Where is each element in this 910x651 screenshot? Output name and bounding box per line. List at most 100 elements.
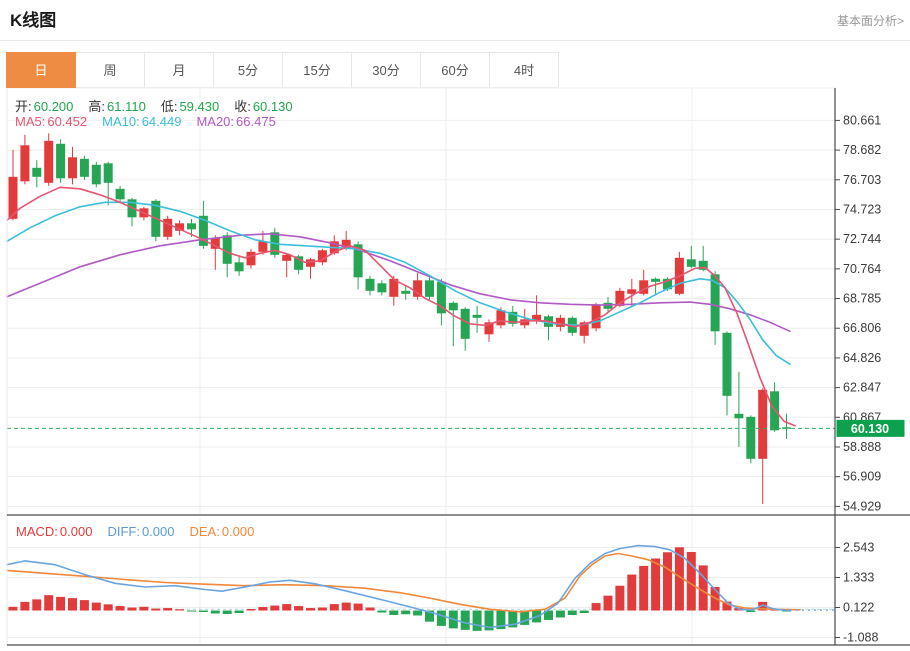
y-axis-label: -1.088 (843, 630, 878, 644)
y-axis-label: 62.847 (843, 381, 881, 395)
macd-hist-bar (627, 574, 637, 611)
candle-body (401, 290, 411, 294)
candle-body (627, 289, 637, 294)
legend-item: DIFF: 0.000 (107, 524, 175, 539)
candle-body (579, 322, 589, 336)
macd-hist-bar (508, 610, 518, 628)
macd-hist-bar (472, 610, 482, 631)
macd-hist-bar (246, 609, 256, 611)
y-axis-label: 1.333 (843, 570, 874, 584)
candle-body (377, 283, 387, 293)
candle-body (353, 244, 363, 278)
macd-hist-bar (91, 602, 101, 611)
candle-body (639, 280, 649, 294)
ma10-line (6, 201, 791, 366)
macd-hist-bar (460, 610, 470, 630)
macd-hist-bar (746, 610, 756, 613)
candle-body (710, 274, 720, 332)
macd-hist-bar (436, 610, 446, 626)
macd-hist-bar (56, 596, 66, 611)
candle-body (317, 250, 327, 263)
candle-body (44, 140, 54, 183)
tab-日[interactable]: 日 (6, 52, 76, 88)
macd-hist-bar (365, 607, 375, 611)
tab-30分[interactable]: 30分 (351, 52, 421, 88)
macd-hist-bar (544, 610, 553, 620)
tab-月[interactable]: 月 (144, 52, 214, 88)
y-axis-label: 78.682 (843, 143, 881, 157)
legend-item: MACD: 0.000 (16, 524, 93, 539)
candle-body (413, 280, 423, 297)
macd-hist-bar (115, 606, 125, 611)
candle-body (282, 254, 292, 261)
tab-5分[interactable]: 5分 (213, 52, 283, 88)
candle-body (615, 290, 625, 306)
macd-hist-bar (139, 606, 149, 611)
macd-hist-bar (44, 595, 54, 611)
dea-line (6, 552, 801, 613)
candle-body (425, 280, 434, 297)
macd-hist-bar (175, 609, 185, 611)
macd-hist-bar (234, 610, 244, 614)
y-axis-label: 66.806 (843, 321, 881, 335)
macd-hist-bar (20, 601, 30, 611)
y-axis-label: 54.929 (843, 499, 881, 513)
candle-body (222, 235, 232, 264)
interval-tabbar: 日周月 5分 15分 30分 60分 4时 (6, 52, 559, 88)
macd-hist-bar (520, 610, 530, 625)
macd-hist-bar (603, 595, 613, 611)
macd-hist-bar (674, 547, 684, 611)
y-axis-label: 76.703 (843, 173, 881, 187)
y-axis-label: 70.764 (843, 262, 881, 276)
ma20-line (6, 233, 791, 333)
macd-hist-bar (32, 599, 42, 611)
candle-body (472, 314, 482, 318)
candle-body (306, 259, 315, 267)
candle-body (520, 319, 530, 326)
candle-body (32, 167, 42, 177)
candle-body (484, 322, 494, 335)
candle-body (187, 223, 196, 230)
y-axis-label: 68.785 (843, 292, 881, 306)
macd-hist-bar (377, 610, 387, 613)
candle-body (91, 164, 101, 185)
macd-hist-bar (663, 552, 672, 611)
legend-item: DEA: 0.000 (189, 524, 255, 539)
macd-hist-bar (401, 610, 411, 615)
candle-body (103, 163, 113, 183)
candle-body (115, 188, 125, 200)
header-divider (0, 40, 910, 41)
y-axis-label: 0.122 (843, 601, 874, 615)
fundamental-analysis-link[interactable]: 基本面分析> (836, 14, 904, 28)
macd-hist-bar (698, 565, 708, 611)
y-axis-label: 56.909 (843, 470, 881, 484)
candle-body (532, 314, 542, 321)
legend-item: MA5: 60.452 (15, 114, 88, 129)
candle-body (8, 176, 18, 219)
macd-hist-bar (651, 558, 661, 611)
candle-body (746, 416, 756, 459)
macd-hist-bar (413, 610, 423, 616)
tab-60分[interactable]: 60分 (420, 52, 490, 88)
candle-body (341, 239, 351, 248)
diff-line (6, 544, 791, 629)
candle-body (448, 302, 458, 311)
candle-body (175, 223, 185, 231)
legend-item: 低: 59.430 (160, 99, 220, 114)
macd-hist-bar (8, 606, 18, 611)
macd-hist-bar (591, 603, 601, 611)
y-axis-label: 64.826 (843, 351, 881, 365)
candle-body (20, 145, 30, 182)
legend-item: MA10: 64.449 (102, 114, 182, 129)
macd-hist-bar (341, 602, 351, 611)
y-axis-label: 58.888 (843, 440, 881, 454)
macd-hist-bar (329, 604, 339, 611)
candle-body (56, 143, 66, 179)
macd-hist-bar (758, 601, 768, 611)
macd-hist-bar (187, 610, 196, 612)
tab-15分[interactable]: 15分 (282, 52, 352, 88)
macd-hist-bar (389, 610, 399, 615)
macd-hist-bar (496, 610, 506, 630)
candle-body (246, 251, 256, 266)
